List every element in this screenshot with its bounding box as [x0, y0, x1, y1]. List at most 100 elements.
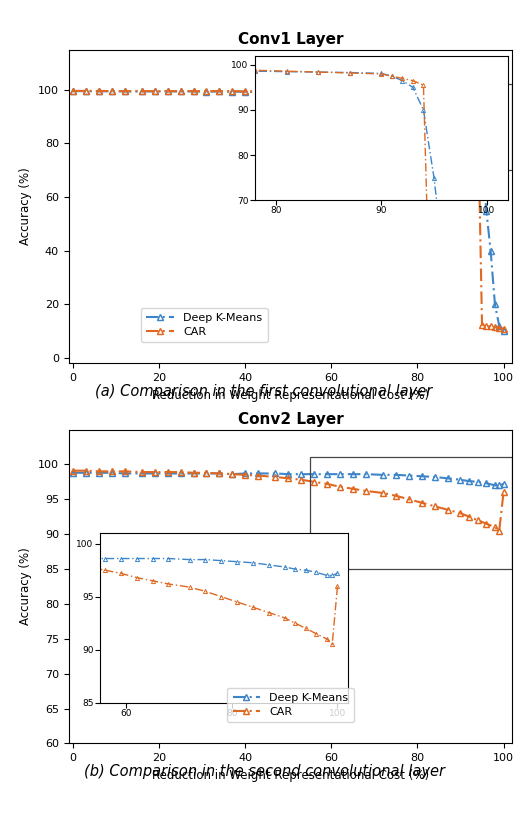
Deep K-Means: [298, 469, 304, 479]
Deep K-Means: [70, 468, 76, 477]
Deep K-Means: [479, 152, 485, 162]
CAR: [431, 501, 438, 511]
Deep K-Means: [203, 468, 210, 478]
Deep K-Means: [83, 86, 89, 96]
CAR: [483, 519, 489, 529]
Line: CAR: CAR: [70, 88, 507, 332]
CAR: [83, 466, 89, 476]
Deep K-Means: [121, 468, 128, 478]
CAR: [393, 491, 399, 501]
Deep K-Means: [242, 87, 248, 97]
Deep K-Means: [203, 87, 210, 97]
CAR: [229, 86, 235, 96]
Deep K-Means: [496, 481, 503, 491]
CAR: [466, 93, 472, 102]
Deep K-Means: [406, 471, 412, 481]
CAR: [311, 477, 317, 487]
CAR: [152, 468, 158, 477]
Deep K-Means: [475, 112, 481, 121]
CAR: [419, 498, 425, 508]
CAR: [363, 486, 369, 496]
Deep K-Means: [311, 88, 317, 97]
Deep K-Means: [380, 470, 386, 480]
CAR: [466, 512, 472, 522]
Deep K-Means: [363, 88, 369, 98]
CAR: [445, 505, 451, 515]
Deep K-Means: [177, 87, 184, 97]
CAR: [457, 508, 464, 518]
CAR: [492, 322, 498, 332]
Deep K-Means: [380, 88, 386, 98]
Line: CAR: CAR: [70, 468, 507, 534]
CAR: [496, 525, 503, 535]
CAR: [363, 88, 369, 97]
Text: (b) Comparison in the second convolutional layer: (b) Comparison in the second convolution…: [83, 764, 445, 779]
CAR: [475, 515, 481, 525]
CAR: [393, 88, 399, 97]
CAR: [152, 86, 158, 96]
CAR: [337, 87, 343, 97]
Title: Conv1 Layer: Conv1 Layer: [238, 32, 343, 47]
CAR: [70, 86, 76, 96]
CAR: [272, 87, 278, 97]
Line: Deep K-Means: Deep K-Means: [70, 88, 507, 335]
CAR: [96, 86, 102, 96]
CAR: [165, 468, 171, 477]
Deep K-Means: [501, 479, 507, 489]
Line: Deep K-Means: Deep K-Means: [70, 469, 507, 489]
CAR: [501, 487, 507, 497]
Title: Conv2 Layer: Conv2 Layer: [238, 412, 343, 427]
Deep K-Means: [311, 469, 317, 479]
Deep K-Means: [470, 98, 477, 108]
CAR: [406, 494, 412, 504]
CAR: [139, 86, 145, 96]
Deep K-Means: [466, 94, 472, 104]
Deep K-Means: [70, 86, 76, 96]
Deep K-Means: [431, 89, 438, 99]
Deep K-Means: [457, 90, 464, 100]
Deep K-Means: [466, 476, 472, 486]
Deep K-Means: [324, 469, 330, 479]
X-axis label: Reduction in Weight Representational Cost (%): Reduction in Weight Representational Cos…: [152, 769, 429, 781]
CAR: [191, 468, 197, 477]
Deep K-Means: [229, 87, 235, 97]
CAR: [191, 86, 197, 96]
CAR: [350, 484, 356, 494]
Deep K-Means: [457, 475, 464, 485]
Deep K-Means: [324, 88, 330, 97]
Deep K-Means: [431, 472, 438, 482]
CAR: [350, 87, 356, 97]
CAR: [203, 86, 210, 96]
CAR: [83, 86, 89, 96]
CAR: [492, 522, 498, 532]
Deep K-Means: [139, 468, 145, 478]
Y-axis label: Accuracy (%): Accuracy (%): [20, 548, 32, 625]
CAR: [121, 86, 128, 96]
Deep K-Means: [393, 470, 399, 480]
Deep K-Means: [337, 88, 343, 97]
CAR: [479, 320, 485, 330]
Legend: Deep K-Means, CAR: Deep K-Means, CAR: [141, 308, 268, 342]
CAR: [496, 323, 503, 333]
Deep K-Means: [496, 321, 503, 331]
Deep K-Means: [152, 87, 158, 97]
CAR: [337, 482, 343, 491]
CAR: [470, 94, 477, 104]
CAR: [380, 88, 386, 97]
Deep K-Means: [216, 87, 222, 97]
CAR: [457, 90, 464, 100]
Deep K-Means: [191, 87, 197, 97]
Deep K-Means: [272, 87, 278, 97]
Deep K-Means: [461, 92, 468, 102]
Deep K-Means: [165, 87, 171, 97]
CAR: [298, 87, 304, 97]
Deep K-Means: [255, 468, 261, 478]
Deep K-Means: [419, 472, 425, 482]
CAR: [431, 89, 438, 99]
Bar: [310, 458, 512, 569]
CAR: [121, 467, 128, 477]
X-axis label: Reduction in Weight Representational Cost (%): Reduction in Weight Representational Cos…: [152, 389, 429, 401]
CAR: [483, 321, 489, 331]
CAR: [216, 468, 222, 478]
Deep K-Means: [229, 469, 235, 479]
